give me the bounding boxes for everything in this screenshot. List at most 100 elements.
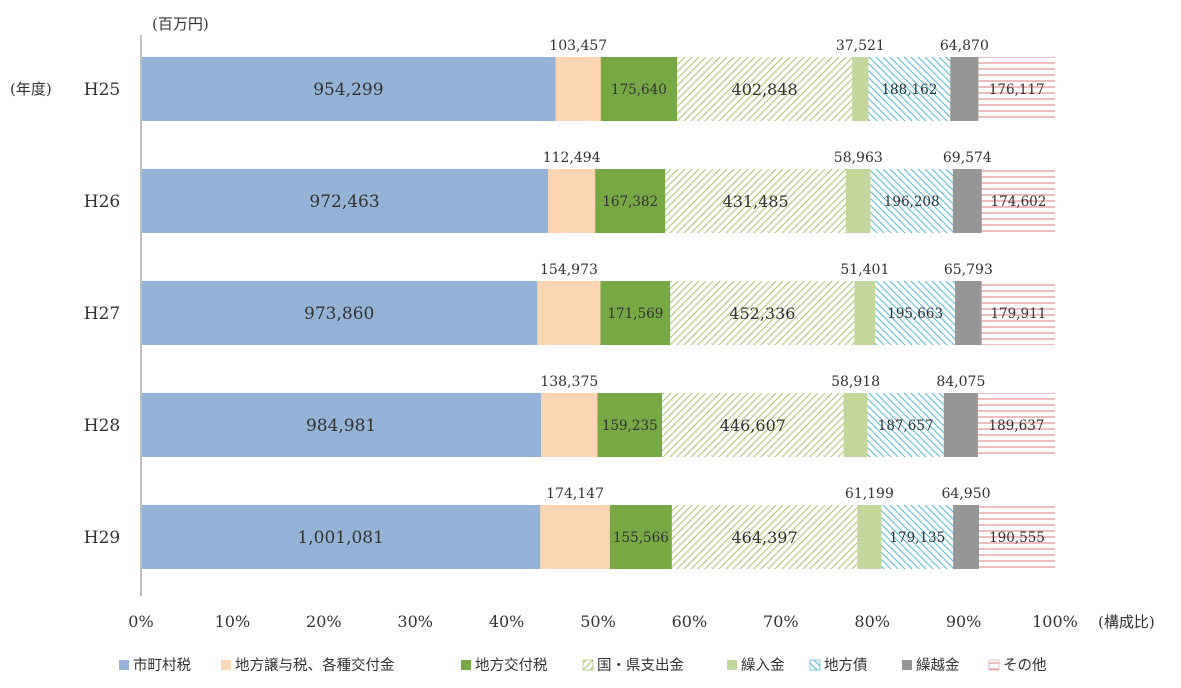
bar-segment [953, 505, 979, 569]
bar-segment [952, 169, 982, 233]
bar-segment [141, 505, 541, 569]
bar-segment [671, 505, 858, 569]
bar-segment [881, 505, 954, 569]
data-label: 174,147 [546, 486, 604, 502]
data-label: 112,494 [543, 150, 601, 166]
data-label: 171,569 [607, 306, 663, 322]
legend-label: 地方債 [824, 657, 868, 674]
bar-segment [609, 505, 672, 569]
legend-swatch [727, 660, 737, 670]
data-label: 188,162 [881, 82, 937, 98]
bar-segment [662, 393, 844, 457]
legend-label: その他 [1003, 657, 1047, 674]
legend-swatch [809, 659, 821, 671]
legend-swatch [582, 659, 594, 671]
bar-segment [541, 393, 598, 457]
bar-segment [977, 393, 1055, 457]
bar-segment [875, 281, 955, 345]
x-tick-label: 30% [397, 612, 433, 631]
x-tick-label: 20% [306, 612, 342, 631]
legend-label: 地方譲与税、各種交付金 [235, 656, 395, 674]
legend-swatch [988, 659, 1000, 671]
legend-swatch [902, 660, 912, 670]
x-tick-label: 70% [763, 612, 799, 631]
bar-segment [954, 281, 982, 345]
x-tick-labels: 0% 10% 20% 30% 40% 50% 60% 70% 80% 90% 100% [128, 612, 1078, 631]
bar-segment [677, 57, 853, 121]
legend-label: 繰越金 [916, 657, 960, 674]
bar-segment [978, 505, 1055, 569]
bar-segment [600, 281, 671, 345]
data-label: 179,135 [889, 530, 945, 546]
data-label: 973,860 [304, 304, 374, 324]
data-label: 176,117 [989, 82, 1045, 98]
data-label: 167,382 [602, 194, 658, 210]
category-label: H26 [84, 192, 120, 212]
legend-label: 市町村税 [133, 657, 191, 674]
data-label: 58,963 [834, 150, 883, 166]
data-label: 1,001,081 [297, 528, 384, 548]
bar-segment [845, 169, 871, 233]
x-tick-label: 10% [215, 612, 251, 631]
category-label: H27 [84, 304, 120, 324]
data-label: 402,848 [732, 80, 798, 99]
bar-segment [978, 57, 1055, 121]
bar-segment [854, 281, 876, 345]
unit-label: (百万円) [152, 15, 209, 33]
bar-segment [141, 393, 542, 457]
bar-segment [600, 57, 678, 121]
bar-segment [555, 57, 601, 121]
bar-segment [670, 281, 855, 345]
bar-segment [950, 57, 979, 121]
legend-swatch [119, 660, 129, 670]
data-label: 972,463 [309, 192, 379, 212]
bar-segment [141, 281, 538, 345]
bar-segment [843, 393, 868, 457]
bars-layer: 954,299 103,457 175,640 402,848 37,521 188,16… [141, 38, 1055, 569]
bar-segment [141, 169, 549, 233]
y-axis-label: (年度) [10, 80, 52, 98]
data-label: 196,208 [884, 194, 940, 210]
data-label: 195,663 [887, 306, 943, 322]
legend-swatch [461, 660, 471, 670]
bar-segment [981, 281, 1055, 345]
data-label: 58,918 [831, 374, 880, 390]
data-label: 64,870 [940, 38, 989, 54]
data-label: 464,397 [731, 528, 797, 547]
data-label: 64,950 [942, 486, 991, 502]
legend-label: 繰入金 [741, 657, 785, 674]
x-tick-label: 100% [1032, 612, 1078, 631]
legend-label: 地方交付税 [475, 656, 548, 674]
data-label: 37,521 [836, 38, 885, 54]
bar-segment [141, 57, 556, 121]
data-label: 179,911 [990, 306, 1046, 322]
data-label: 69,574 [943, 150, 992, 166]
legend-swatch [221, 660, 231, 670]
x-tick-label: 0% [128, 612, 153, 631]
bar-segment [852, 57, 869, 121]
data-label: 155,566 [613, 530, 669, 546]
bar-segment [540, 505, 610, 569]
bar-segment [597, 393, 663, 457]
data-label: 187,657 [878, 418, 934, 434]
bar-segment [548, 169, 596, 233]
bar-segment [870, 169, 953, 233]
legend: 市町村税 地方譲与税、各種交付金 地方交付税 国・県支出金 繰入金 地方債 繰越金 その他 [119, 656, 1047, 674]
x-tick-label: 50% [580, 612, 616, 631]
x-tick-label: 90% [946, 612, 982, 631]
legend-label: 国・県支出金 [597, 657, 684, 674]
data-label: 61,199 [845, 486, 894, 502]
x-tick-label: 60% [672, 612, 708, 631]
data-label: 189,637 [989, 418, 1045, 434]
data-label: 103,457 [549, 38, 607, 54]
bar-segment [943, 393, 978, 457]
data-label: 51,401 [840, 262, 889, 278]
category-label: H29 [84, 528, 120, 548]
data-label: 154,973 [540, 262, 598, 278]
data-label: 138,375 [540, 374, 598, 390]
bar-segment [537, 281, 601, 345]
data-label: 446,607 [720, 416, 786, 435]
x-axis-label: (構成比) [1098, 613, 1155, 631]
data-label: 954,299 [313, 80, 383, 100]
